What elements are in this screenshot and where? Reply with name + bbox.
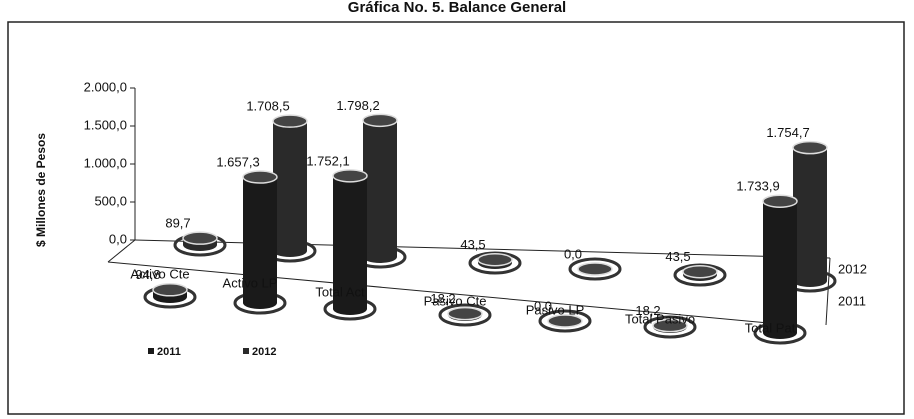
y-tick-label: 2.000,0 — [84, 79, 127, 94]
cylinder-top — [762, 194, 798, 208]
value-label: 1.708,5 — [246, 99, 289, 114]
cylinder-base — [363, 251, 397, 263]
y-tick-label: 500,0 — [94, 193, 127, 208]
floor-edge — [825, 257, 831, 326]
x-tick-label: Pasivo LP — [526, 302, 585, 317]
cylinder-top — [182, 231, 218, 245]
cylinder-top — [362, 113, 398, 128]
y-tick-label: 1.000,0 — [84, 155, 127, 170]
cylinder-top — [242, 170, 278, 184]
cylinder-base — [243, 297, 277, 309]
value-label: 94,8 — [135, 267, 160, 282]
cylinder-top — [577, 262, 613, 276]
cylinder-top — [682, 264, 718, 279]
cylinder — [363, 120, 397, 258]
floor-edge — [107, 239, 136, 263]
cylinder — [763, 201, 797, 333]
cylinder-top — [332, 169, 368, 183]
cylinder-base — [273, 245, 307, 257]
cylinder — [333, 175, 367, 309]
legend-swatch — [243, 348, 249, 354]
cylinder-top — [477, 252, 513, 267]
x-tick-label: Total Pasivo — [625, 311, 695, 326]
value-label: 43,5 — [460, 237, 485, 252]
cylinder-base — [763, 327, 797, 339]
chart-title: Gráfica No. 5. Balance General — [348, 0, 566, 16]
x-tick-label: Total Act — [315, 284, 365, 299]
y-axis-label: $ Millones de Pesos — [34, 133, 48, 247]
cylinder-base — [333, 303, 367, 315]
depth-label: 2011 — [838, 293, 866, 308]
cylinder — [243, 177, 277, 303]
cylinder-base — [793, 275, 827, 287]
legend-swatch — [148, 348, 154, 354]
x-tick-label: Activo Cte — [130, 266, 189, 281]
cylinder-shadow — [568, 257, 622, 281]
cylinder-top — [652, 318, 688, 333]
x-tick-label: Total Pat — [745, 320, 796, 335]
cylinder-shadow — [538, 309, 592, 333]
cylinder-top — [272, 114, 308, 128]
cylinder-shadow — [643, 315, 697, 339]
cylinder — [793, 147, 827, 281]
cylinder-top — [547, 314, 583, 328]
cylinder-top — [152, 283, 188, 297]
value-label: 0,0 — [534, 298, 552, 313]
value-label: 18,2 — [635, 303, 660, 318]
y-tick-label: 0,0 — [109, 231, 127, 246]
value-label: 43,5 — [665, 249, 690, 264]
chart-frame — [7, 21, 905, 415]
cylinder-top — [447, 306, 483, 321]
cylinder-shadow — [438, 303, 492, 327]
value-label: 89,7 — [165, 216, 190, 231]
cylinder-top — [792, 140, 828, 155]
value-label: 1.733,9 — [736, 179, 779, 194]
depth-label: 2012 — [838, 261, 867, 276]
x-tick-label: Activo LP — [223, 275, 278, 290]
x-tick-label: Pasivo Cte — [424, 293, 487, 308]
legend-label: 2012 — [252, 346, 276, 358]
value-label: 1.752,1 — [306, 153, 349, 168]
y-tick-label: 1.500,0 — [84, 117, 127, 132]
cylinder — [273, 121, 307, 252]
value-label: 0,0 — [564, 246, 582, 261]
legend-label: 2011 — [157, 346, 181, 358]
floor-edge — [107, 261, 791, 326]
value-label: 1.798,2 — [336, 98, 379, 113]
value-label: 1.754,7 — [766, 125, 809, 140]
value-label: 18,2 — [430, 291, 455, 306]
value-label: 1.657,3 — [216, 154, 259, 169]
